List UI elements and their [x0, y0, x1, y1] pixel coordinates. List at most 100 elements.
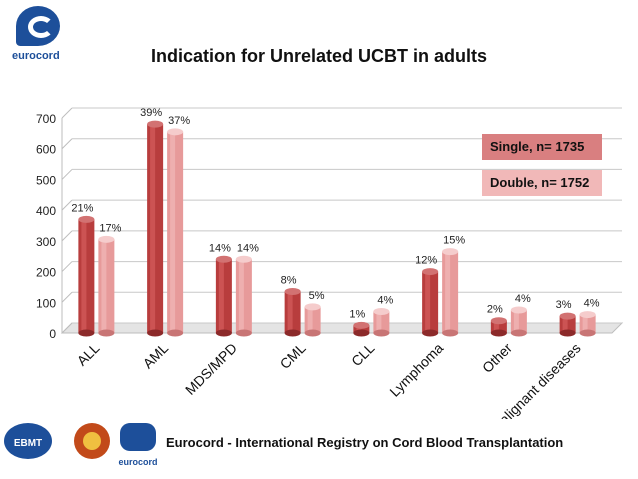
ebmt-logo-text: EBMT [14, 438, 42, 449]
bar-highlight [376, 311, 382, 333]
registry-logo [74, 423, 110, 459]
grid-diag [61, 261, 73, 272]
bar-top [235, 255, 252, 263]
bar-base [579, 329, 596, 337]
x-tick-label: MDS/MPD [182, 340, 240, 398]
bar-highlight [356, 325, 362, 333]
eurocord-footer-text: eurocord [118, 457, 157, 467]
bar-base [422, 329, 439, 337]
bar-base [490, 329, 507, 337]
bar-top [510, 306, 527, 314]
data-label: 12% [415, 255, 437, 267]
y-tick-label: 100 [36, 296, 56, 310]
bar-base [559, 329, 576, 337]
eurocord-logo-mark [16, 6, 60, 46]
bar-chart: 0 100 200 300 400 500 600 700 21% 17% ALL 39% 37% AML… [36, 107, 624, 440]
grid-diag [61, 291, 73, 303]
y-tick-label: 400 [36, 204, 56, 218]
bar-highlight [170, 131, 176, 333]
bar-highlight [101, 239, 107, 333]
x-tick-label: AML [140, 340, 172, 372]
bar-base [284, 329, 301, 337]
grid-diag [61, 199, 73, 211]
bar-top [442, 248, 459, 256]
y-tick-label: 500 [36, 173, 56, 187]
bar-top [78, 215, 95, 223]
data-label: 39% [140, 107, 162, 119]
eurocord-footer-logo: eurocord [118, 423, 158, 467]
bar-highlight [81, 219, 87, 333]
bar-base [235, 329, 252, 337]
data-label: 3% [556, 299, 572, 311]
bar-base [147, 329, 164, 337]
x-tick-label: ALL [74, 340, 103, 369]
x-tick-label: CML [277, 340, 309, 372]
bar-highlight [493, 320, 499, 333]
bar-top [215, 255, 232, 263]
chart-floor [60, 322, 624, 334]
ebmt-logo: EBMT [4, 423, 52, 459]
bar-highlight [238, 259, 244, 333]
bar-top [304, 303, 321, 311]
bar-top [373, 308, 390, 315]
bar-top [422, 268, 439, 276]
grid-diag [61, 138, 73, 150]
bar-top [147, 120, 164, 128]
y-tick-label: 300 [36, 235, 56, 249]
y-tick-label: 0 [49, 327, 56, 341]
data-label: 1% [349, 308, 365, 320]
y-tick-label: 700 [36, 112, 56, 126]
y-tick-label: 600 [36, 143, 56, 157]
chart-title: Indication for Unrelated UCBT in adults [150, 46, 487, 66]
data-label: 2% [487, 304, 503, 316]
data-label: 4% [584, 298, 600, 310]
footer-text: Eurocord - International Registry on Cor… [166, 435, 564, 450]
footer-logos: EBMT eurocord [4, 423, 158, 467]
bar-top [167, 128, 184, 136]
grid-diag [61, 107, 73, 119]
bar-base [78, 329, 95, 337]
x-tick-label: Other [479, 340, 515, 376]
bar-base [304, 329, 321, 337]
eurocord-logo: eurocord [6, 6, 84, 68]
bar-base [98, 329, 115, 337]
bar-top [98, 235, 115, 243]
bar-top [579, 311, 596, 319]
data-label: 14% [209, 242, 231, 254]
bar-highlight [218, 259, 224, 333]
footer: EBMT eurocord Eurocord - International R… [0, 419, 638, 479]
bar-highlight [307, 306, 313, 333]
bar-highlight [562, 316, 568, 333]
bar-top [490, 317, 507, 325]
data-label: 37% [168, 115, 190, 127]
data-label: 14% [237, 242, 259, 254]
y-tick-label: 200 [36, 266, 56, 280]
bar-top [353, 321, 370, 329]
data-label: 21% [71, 202, 93, 214]
bar-base [442, 329, 459, 337]
data-label: 4% [377, 295, 393, 307]
bar-base [167, 329, 184, 337]
bar-base [510, 329, 527, 337]
data-label: 5% [309, 290, 325, 302]
bar-base [353, 329, 370, 337]
legend-double: Double, n= 1752 [482, 170, 602, 196]
grid-diag [61, 169, 73, 180]
x-tick-label: Lymphoma [386, 340, 446, 400]
bar-base [215, 329, 232, 337]
bar-highlight [425, 271, 431, 333]
data-label: 8% [281, 275, 297, 287]
bar-highlight [287, 291, 293, 333]
bar-top [284, 288, 301, 296]
bar-top [559, 312, 576, 320]
legend-single: Single, n= 1735 [482, 134, 602, 160]
bar-highlight [582, 314, 588, 333]
bar-highlight [150, 124, 156, 334]
bar-highlight [445, 251, 451, 333]
bar-highlight [513, 309, 519, 333]
eurocord-logo-text: eurocord [12, 50, 60, 62]
data-label: 17% [99, 222, 121, 234]
x-tick-label: CLL [348, 340, 378, 370]
data-label: 4% [515, 293, 531, 305]
data-label: 15% [443, 235, 465, 247]
